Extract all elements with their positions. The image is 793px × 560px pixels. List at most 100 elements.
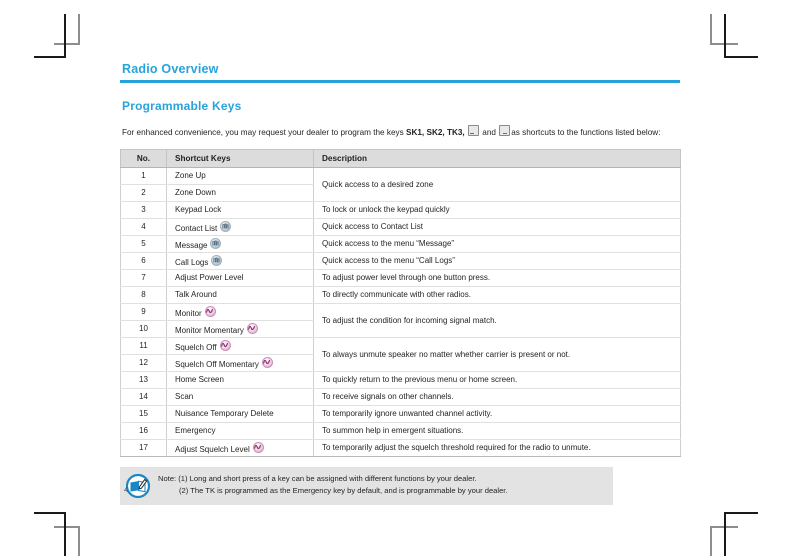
key-button-icon: [467, 125, 479, 136]
table-row: 10 Monitor Momentary: [120, 320, 681, 338]
page-number: 4: [124, 485, 129, 494]
key-button-icon: [499, 125, 511, 136]
cell-shortcut-key: Adjust Power Level: [166, 269, 314, 287]
signal-wave-badge-icon: [252, 441, 264, 453]
programmable-keys-table: No. Shortcut Keys Description 1 Zone Up Qu…: [120, 148, 681, 457]
shortcut-key-label: Keypad Lock: [175, 205, 222, 214]
cell-shortcut-key: Monitor: [166, 303, 314, 321]
cell-shortcut-key: Zone Up: [166, 167, 314, 185]
cell-description: To directly communicate with other radio…: [313, 286, 681, 304]
cell-no: 10: [120, 320, 167, 338]
cell-description: To always unmute speaker no matter wheth…: [313, 337, 681, 372]
note-line-2: (2) The TK is programmed as the Emergenc…: [179, 485, 508, 495]
cell-no: 15: [120, 405, 167, 423]
intro-text-part3: as shortcuts to the functions listed bel…: [511, 128, 661, 137]
table-header-row: No. Shortcut Keys Description: [120, 148, 681, 168]
column-header-description: Description: [313, 148, 681, 168]
cell-description: To quickly return to the previous menu o…: [313, 371, 681, 389]
table-row: 7 Adjust Power Level To adjust power level…: [120, 269, 681, 287]
cell-shortcut-key: Keypad Lock: [166, 201, 314, 219]
table-row: 6 Call Logs Quick access to the menu “Call…: [120, 252, 681, 270]
cell-no: 8: [120, 286, 167, 304]
cell-no: 3: [120, 201, 167, 219]
shortcut-key-label: Monitor: [175, 308, 202, 318]
note-line-1: Note: (1) Long and short press of a key …: [158, 473, 477, 483]
table-row: 4 Contact List Quick access to Contact Lis…: [120, 218, 681, 236]
cell-no: 12: [120, 354, 167, 372]
table-row: 8 Talk Around To directly communicate with…: [120, 286, 681, 304]
cell-shortcut-key: Squelch Off: [166, 337, 314, 355]
shortcut-key-label: Zone Down: [175, 188, 216, 197]
cell-no: 14: [120, 388, 167, 406]
shortcut-key-label: Emergency: [175, 426, 216, 435]
cell-shortcut-key: Call Logs: [166, 252, 314, 270]
cell-no: 2: [120, 184, 167, 202]
cell-shortcut-key: Monitor Momentary: [166, 320, 314, 338]
table-row: 1 Zone Up Quick access to a desired zone: [120, 167, 681, 202]
chapter-rule: [120, 80, 680, 83]
shortcut-key-label: Message: [175, 240, 208, 250]
column-header-no: No.: [120, 148, 167, 168]
cell-description: Quick access to Contact List: [313, 218, 681, 236]
page-content: Radio Overview Programmable Keys For enh…: [120, 62, 681, 505]
note-text: Note: (1) Long and short press of a key …: [158, 473, 508, 497]
cell-no: 16: [120, 422, 167, 440]
cell-description: To lock or unlock the keypad quickly: [313, 201, 681, 219]
cell-description: To adjust the condition for incoming sig…: [313, 303, 681, 338]
table-row: 15 Nuisance Temporary Delete To temporaril…: [120, 405, 681, 423]
table-row: 13 Home Screen To quickly return to the pr…: [120, 371, 681, 389]
table-row: 9 Monitor To adjust the condition for inco…: [120, 303, 681, 338]
cell-shortcut-key: Contact List: [166, 218, 314, 236]
crop-mark-top-right: [700, 14, 774, 70]
table-row: 14 Scan To receive signals on other channe…: [120, 388, 681, 406]
cell-shortcut-key: Home Screen: [166, 371, 314, 389]
cell-description: To temporarily ignore unwanted channel a…: [313, 405, 681, 423]
menu-key-badge-icon: [220, 220, 232, 232]
column-header-shortcut-keys: Shortcut Keys: [166, 148, 314, 168]
note-pencil-icon: [125, 473, 151, 498]
menu-key-badge-icon: [210, 237, 222, 249]
table-row: 12 Squelch Off Momentary: [120, 354, 681, 372]
chapter-title: Radio Overview: [122, 62, 219, 76]
intro-keys-bold: SK1, SK2, TK3,: [406, 128, 465, 137]
cell-shortcut-key: Emergency: [166, 422, 314, 440]
cell-shortcut-key: Talk Around: [166, 286, 314, 304]
cell-no: 1: [120, 167, 167, 185]
section-title: Programmable Keys: [122, 99, 242, 113]
crop-mark-bottom-left: [34, 500, 106, 556]
cell-no: 5: [120, 235, 167, 253]
cell-description: To summon help in emergent situations.: [313, 422, 681, 440]
shortcut-key-label: Contact List: [175, 223, 218, 233]
intro-text-part1: For enhanced convenience, you may reques…: [122, 128, 406, 137]
cell-shortcut-key: Zone Down: [166, 184, 314, 202]
cell-description: Quick access to a desired zone: [313, 167, 681, 202]
table-row: 11 Squelch Off To always unmute speaker no…: [120, 337, 681, 372]
crop-mark-top-left: [34, 14, 106, 70]
shortcut-key-label: Squelch Off Momentary: [175, 359, 259, 369]
cell-shortcut-key: Nuisance Temporary Delete: [166, 405, 314, 423]
cell-description: Quick access to the menu “Call Logs”: [313, 252, 681, 270]
cell-shortcut-key: Message: [166, 235, 314, 253]
table-row: 2 Zone Down: [120, 184, 681, 202]
shortcut-key-label: Monitor Momentary: [175, 325, 244, 335]
cell-no: 17: [120, 439, 167, 457]
signal-wave-badge-icon: [219, 339, 231, 351]
intro-text-part2: and: [479, 128, 499, 137]
shortcut-key-label: Scan: [175, 392, 194, 401]
table-row: 17 Adjust Squelch Level To temporarily adj…: [120, 439, 681, 457]
cell-description: To adjust power level through one button…: [313, 269, 681, 287]
cell-shortcut-key: Squelch Off Momentary: [166, 354, 314, 372]
signal-wave-badge-icon: [246, 322, 258, 334]
note-box: Note: (1) Long and short press of a key …: [120, 466, 613, 505]
intro-paragraph: For enhanced convenience, you may reques…: [122, 125, 680, 141]
cell-no: 7: [120, 269, 167, 287]
shortcut-key-label: Zone Up: [175, 171, 206, 180]
cell-no: 4: [120, 218, 167, 236]
shortcut-key-label: Nuisance Temporary Delete: [175, 409, 274, 418]
crop-mark-bottom-right: [700, 500, 774, 556]
shortcut-key-label: Adjust Power Level: [175, 273, 244, 282]
cell-no: 6: [120, 252, 167, 270]
table-row: 5 Message Quick access to the menu “Messag…: [120, 235, 681, 253]
table-row: 16 Emergency To summon help in emergent si…: [120, 422, 681, 440]
cell-description: To receive signals on other channels.: [313, 388, 681, 406]
